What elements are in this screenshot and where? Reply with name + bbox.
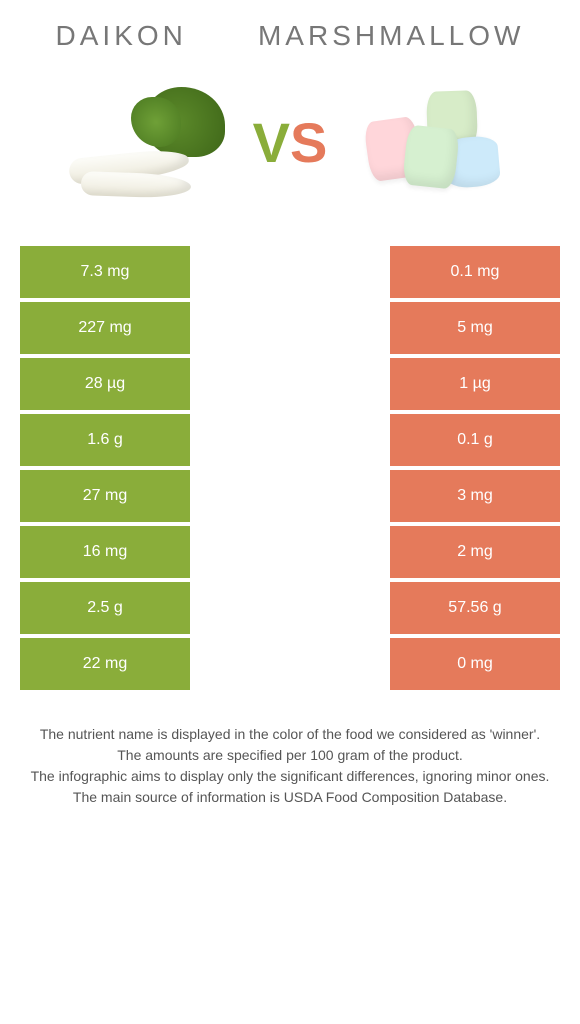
nutrient-label: Folate, total	[190, 358, 390, 410]
vs-row: VS	[0, 82, 580, 242]
right-value: 2 mg	[390, 526, 560, 578]
vs-v: V	[253, 111, 290, 174]
table-row: 7.3 mgCholine0.1 mg	[20, 246, 560, 298]
left-food-title: Daikon	[56, 20, 187, 52]
nutrient-label: Potassium	[190, 302, 390, 354]
vs-label: VS	[253, 110, 328, 175]
footer-notes: The nutrient name is displayed in the co…	[0, 694, 580, 808]
left-value: 2.5 g	[20, 582, 190, 634]
nutrient-label: Sugar	[190, 582, 390, 634]
nutrient-table: 7.3 mgCholine0.1 mg227 mgPotassium5 mg28…	[20, 242, 560, 694]
right-value: 0.1 g	[390, 414, 560, 466]
right-value: 5 mg	[390, 302, 560, 354]
right-value: 0.1 mg	[390, 246, 560, 298]
left-value: 27 mg	[20, 470, 190, 522]
footer-line: The amounts are specified per 100 gram o…	[24, 745, 556, 766]
table-row: 2.5 gSugar57.56 g	[20, 582, 560, 634]
right-value: 3 mg	[390, 470, 560, 522]
footer-line: The infographic aims to display only the…	[24, 766, 556, 787]
left-value: 22 mg	[20, 638, 190, 690]
right-food-title: Marshmallow	[258, 20, 524, 52]
left-food-image	[63, 82, 233, 202]
marshmallow-icon	[347, 87, 517, 197]
footer-line: The main source of information is USDA F…	[24, 787, 556, 808]
table-row: 227 mgPotassium5 mg	[20, 302, 560, 354]
left-value: 7.3 mg	[20, 246, 190, 298]
right-value: 1 µg	[390, 358, 560, 410]
right-food-image	[347, 82, 517, 202]
daikon-icon	[63, 87, 233, 197]
table-row: 28 µgFolate, total1 µg	[20, 358, 560, 410]
nutrient-label: Calcium	[190, 470, 390, 522]
nutrient-label: Magnesium	[190, 526, 390, 578]
left-value: 227 mg	[20, 302, 190, 354]
table-row: 1.6 gFiber0.1 g	[20, 414, 560, 466]
left-value: 1.6 g	[20, 414, 190, 466]
nutrient-label: Vitamin C	[190, 638, 390, 690]
right-value: 57.56 g	[390, 582, 560, 634]
footer-line: The nutrient name is displayed in the co…	[24, 724, 556, 745]
right-value: 0 mg	[390, 638, 560, 690]
header-row: Daikon Marshmallow	[0, 20, 580, 82]
vs-s: S	[290, 111, 327, 174]
table-row: 16 mgMagnesium2 mg	[20, 526, 560, 578]
nutrient-label: Choline	[190, 246, 390, 298]
table-row: 22 mgVitamin C0 mg	[20, 638, 560, 690]
table-row: 27 mgCalcium3 mg	[20, 470, 560, 522]
nutrient-label: Fiber	[190, 414, 390, 466]
left-value: 28 µg	[20, 358, 190, 410]
infographic-container: Daikon Marshmallow VS 7.3 mgCholine0.1 m…	[0, 0, 580, 828]
left-value: 16 mg	[20, 526, 190, 578]
